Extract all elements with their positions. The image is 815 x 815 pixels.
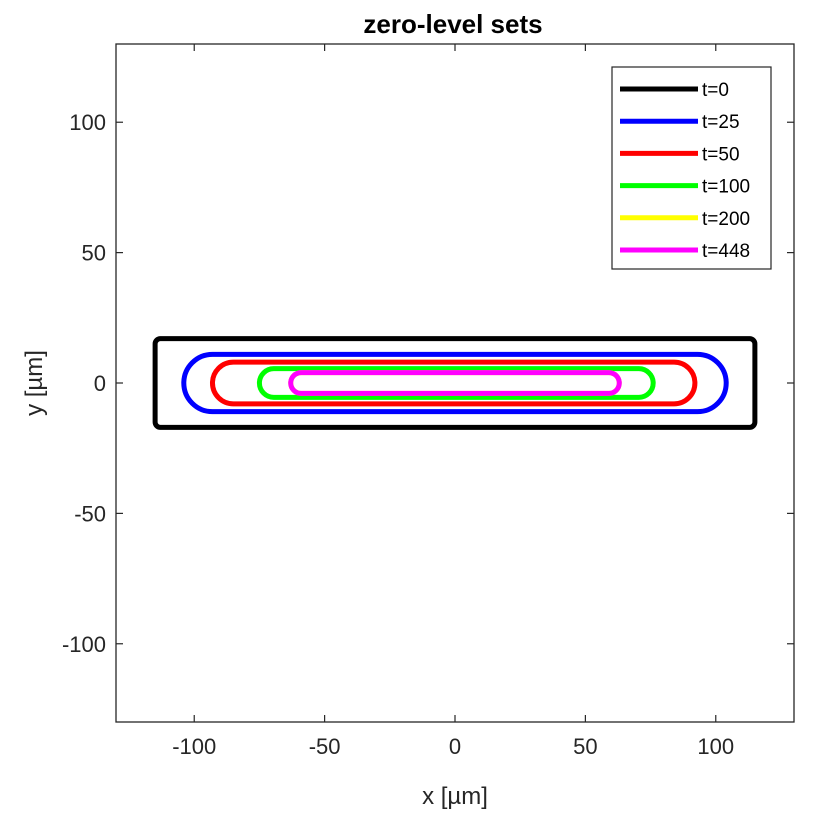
y-axis-label: y [µm] (21, 350, 48, 416)
curve-t448 (288, 370, 622, 396)
legend-label: t=50 (702, 144, 740, 165)
x-tick-label: -100 (172, 734, 216, 759)
legend-label: t=100 (702, 177, 750, 198)
y-tick-label: 50 (82, 241, 106, 266)
legend-label: t=0 (702, 80, 729, 101)
chart-title: zero-level sets (363, 9, 542, 39)
x-tick-label: 0 (449, 734, 461, 759)
curve-t0 (152, 336, 758, 430)
legend-box (611, 66, 772, 270)
y-tick-label: -100 (62, 632, 106, 657)
curve-t100 (256, 366, 656, 400)
x-tick-label: -50 (309, 734, 341, 759)
curves-group (152, 336, 758, 430)
legend-label: t=25 (702, 112, 740, 133)
legend: t=0 t=25 t=50 t=100 t=200 t=448 (611, 66, 772, 270)
ticks-group: -100 -50 0 50 100 -100 -50 0 50 100 (62, 44, 794, 759)
y-tick-label: 0 (94, 371, 106, 396)
legend-label: t=448 (702, 241, 750, 262)
y-tick-label: -50 (74, 501, 106, 526)
x-axis-label: x [µm] (422, 783, 488, 810)
curve-t25 (181, 351, 729, 415)
x-tick-label: 50 (573, 734, 597, 759)
legend-label: t=200 (702, 209, 750, 230)
curve-t50 (209, 359, 698, 407)
axes-box (115, 43, 795, 723)
y-tick-label: 100 (69, 110, 106, 135)
x-tick-label: 100 (697, 734, 734, 759)
